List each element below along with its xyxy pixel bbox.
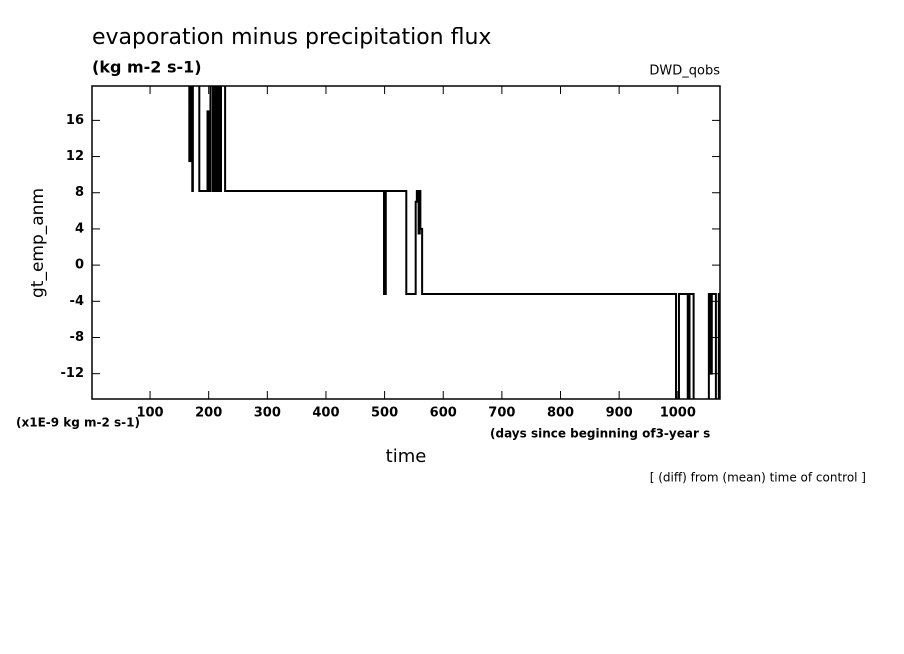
y-unit-note: (x1E-9 kg m-2 s-1) [16, 416, 140, 430]
y-tick-label: 0 [75, 258, 84, 273]
y-tick-label: -8 [70, 330, 84, 345]
y-tick-label: 16 [66, 113, 84, 128]
y-tick-label: 8 [75, 185, 84, 200]
x-tick-label: 900 [606, 406, 633, 421]
x-tick-label: 600 [430, 406, 457, 421]
x-tick-label: 700 [488, 406, 515, 421]
x-tick-label: 1000 [660, 406, 696, 421]
x-tick-label: 200 [195, 406, 222, 421]
x-unit-note: (days since beginning of3-year s [490, 427, 710, 441]
y-axis-label: gt_emp_anm [28, 188, 48, 298]
x-axis-label: time [386, 446, 427, 467]
chart-title: evaporation minus precipitation flux [92, 25, 491, 50]
y-tick-label: -4 [70, 294, 84, 309]
chart-subtitle: (kg m-2 s-1) [92, 58, 202, 77]
y-tick-label: 12 [66, 149, 84, 164]
footnote: [ (diff) from (mean) time of control ] [650, 471, 866, 485]
plot-frame [91, 85, 721, 400]
x-tick-label: 100 [136, 406, 163, 421]
y-tick-label: -12 [61, 366, 85, 381]
data-line [188, 86, 720, 399]
dataset-label: DWD_qobs [649, 64, 720, 79]
x-tick-label: 800 [547, 406, 574, 421]
x-tick-label: 300 [254, 406, 281, 421]
x-tick-label: 400 [312, 406, 339, 421]
y-tick-label: 4 [75, 221, 84, 236]
x-tick-label: 500 [371, 406, 398, 421]
